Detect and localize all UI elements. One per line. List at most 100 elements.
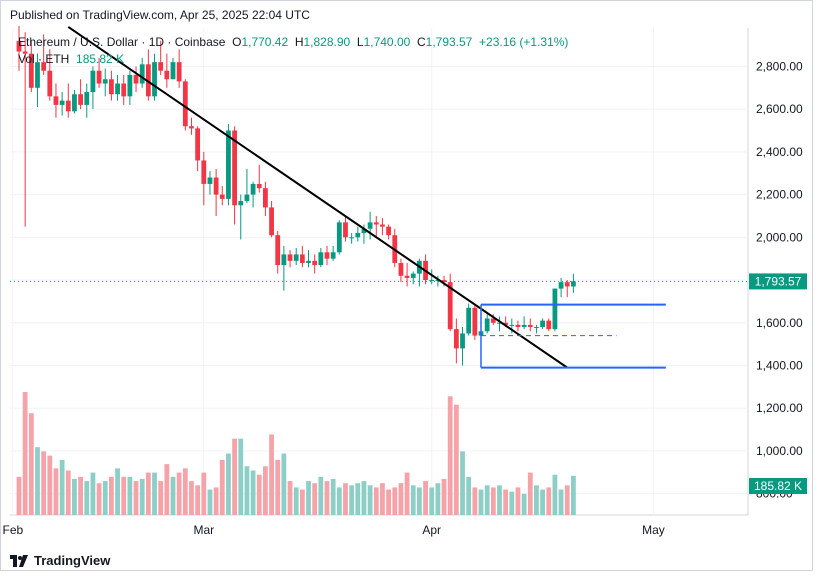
candle-body <box>386 226 391 236</box>
candle-body <box>145 64 151 97</box>
volume-bar <box>22 392 28 515</box>
candle-body <box>564 282 570 287</box>
volume-bar <box>121 476 127 515</box>
volume-bar <box>195 485 201 515</box>
volume-bar <box>189 481 194 515</box>
volume-bar <box>380 483 385 515</box>
candle-body <box>521 324 527 328</box>
candle-body <box>460 333 465 349</box>
candle-body <box>380 224 385 227</box>
volume-bar <box>490 487 496 515</box>
volume-bar <box>336 487 342 515</box>
volume-bar <box>447 396 453 515</box>
candle-body <box>306 260 311 263</box>
candle-body <box>127 74 133 97</box>
candle-body <box>429 280 435 282</box>
candle-body <box>484 318 490 332</box>
volume-bar <box>441 478 447 515</box>
low-value: 1,740.00 <box>363 35 411 49</box>
candle-body <box>435 280 441 282</box>
candle-body <box>269 207 274 236</box>
volume-bar <box>287 481 293 515</box>
candle-body <box>503 322 509 325</box>
volume-bar <box>213 487 219 515</box>
y-tick-label: 1,200.00 <box>756 401 803 415</box>
candle-body <box>109 79 114 95</box>
volume-bar <box>133 481 139 515</box>
volume-bar <box>497 485 502 515</box>
candle-body <box>552 288 558 330</box>
candle-body <box>404 275 410 278</box>
volume-bar <box>429 487 435 515</box>
volume-bar <box>515 487 521 515</box>
open-value: 1,770.42 <box>241 35 289 49</box>
candle-body <box>182 81 188 127</box>
x-tick-label: Mar <box>193 523 214 537</box>
volume-bar <box>367 485 373 515</box>
candle-body <box>133 74 139 84</box>
volume-bar <box>53 468 59 515</box>
volume-bar <box>460 451 465 515</box>
candle-body <box>330 252 336 259</box>
volume-bar <box>312 483 318 515</box>
candle-body <box>195 128 201 161</box>
candle-body <box>447 282 453 330</box>
volume-bar <box>417 487 422 515</box>
candle-body <box>72 94 77 112</box>
close-label: C <box>416 35 426 49</box>
volume-legend: Vol · ETH 185.82 K <box>18 52 124 66</box>
volume-bar <box>324 481 330 515</box>
candle-body <box>59 100 65 105</box>
volume-bar <box>176 472 182 515</box>
candle-body <box>558 282 564 289</box>
candle-body <box>207 177 213 184</box>
candle-body <box>152 62 157 97</box>
candle-body <box>361 228 367 234</box>
volume-bar <box>256 474 262 515</box>
candle-body <box>164 70 170 80</box>
candle-body <box>287 254 293 261</box>
volume-bar <box>35 447 40 515</box>
high-value: 1,828.90 <box>303 35 351 49</box>
candle-body <box>263 188 268 208</box>
candle-body <box>22 51 28 54</box>
candle-body <box>453 329 459 349</box>
volume-bar <box>318 476 324 515</box>
candle-body <box>324 252 330 259</box>
volume-bar <box>127 476 133 515</box>
candle-body <box>355 233 361 238</box>
volume-bar <box>423 481 428 515</box>
candle-body <box>441 280 447 283</box>
volume-bar <box>306 481 311 515</box>
volume-bar <box>435 483 441 515</box>
volume-bar <box>59 459 65 515</box>
volume-bar <box>404 472 410 515</box>
close-value: 1,793.57 <box>425 35 473 49</box>
candle-body <box>176 62 182 82</box>
candle-body <box>540 320 545 328</box>
candle-body <box>349 237 355 239</box>
candle-body <box>244 194 250 202</box>
volume-bar <box>472 487 478 515</box>
volume-bar <box>571 475 576 515</box>
ohlc-legend: Ethereum / U.S. Dollar · 1D · Coinbase O… <box>18 35 568 49</box>
candle-body <box>509 324 515 326</box>
candle-body <box>546 320 552 330</box>
trend-line <box>67 26 568 369</box>
candle-body <box>232 130 237 206</box>
candle-body <box>16 40 22 52</box>
candle-body <box>84 92 90 105</box>
candle-body <box>472 307 478 336</box>
tradingview-logo-icon <box>10 554 28 567</box>
volume-bar <box>152 472 157 515</box>
volume-bar <box>386 489 391 515</box>
candle-body <box>410 273 416 278</box>
volume-bar <box>281 453 287 515</box>
y-tick-label: 2,800.00 <box>756 59 803 73</box>
volume-bar <box>16 476 22 515</box>
last-price-badge <box>749 273 807 290</box>
volume-bar <box>509 491 515 515</box>
candle-body <box>102 79 108 84</box>
volume-bar <box>484 485 490 515</box>
